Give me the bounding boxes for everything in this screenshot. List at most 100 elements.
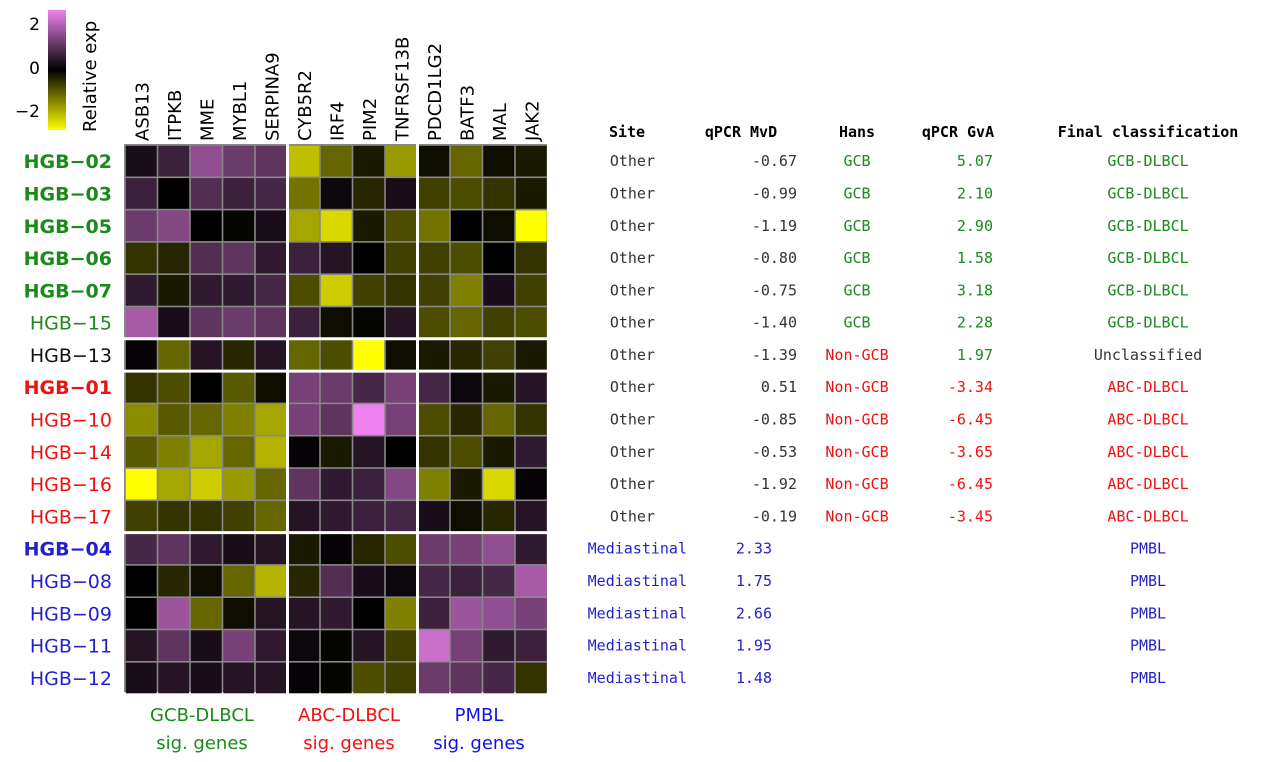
sample-label: HGB−08 — [30, 571, 112, 593]
heatmap-cell — [353, 662, 385, 694]
heatmap-cell — [255, 145, 287, 177]
heatmap-cell — [190, 468, 222, 500]
cell-hans: GCB — [843, 249, 870, 267]
table-row: Other -1.40 GCB 2.28 GCB-DLBCL — [610, 314, 1189, 332]
sample-label: HGB−03 — [24, 184, 112, 206]
heatmap-cell — [158, 501, 190, 532]
heatmap-cell — [320, 307, 352, 338]
heatmap-cell — [353, 598, 385, 629]
cell-qpcr-mvd: -1.39 — [752, 346, 797, 364]
heatmap-cell — [450, 339, 482, 371]
heatmap-cell — [483, 210, 515, 242]
heatmap-cell — [223, 662, 255, 694]
heatmap-cell — [158, 630, 190, 661]
cell-final-classification: ABC-DLBCL — [1107, 443, 1188, 461]
heatmap-cell — [515, 242, 547, 274]
heatmap-cell — [223, 242, 255, 274]
heatmap-cell — [515, 468, 547, 500]
cell-final-classification: GCB-DLBCL — [1107, 217, 1188, 235]
heatmap-cell — [483, 436, 515, 468]
sample-label: HGB−06 — [24, 248, 112, 270]
heatmap-cell — [418, 371, 450, 403]
heatmap-cell — [353, 275, 385, 306]
cell-qpcr-mvd: 1.75 — [736, 572, 772, 590]
heatmap-cell — [515, 178, 547, 209]
gene-label: BATF3 — [457, 85, 478, 141]
heatmap-cell — [353, 371, 385, 403]
heatmap-cell — [320, 339, 352, 371]
cell-qpcr-mvd: 0.51 — [761, 378, 797, 396]
table-row: Mediastinal 1.95 PMBL — [588, 637, 1166, 655]
heatmap-cell — [385, 630, 417, 661]
gene-group-abc-line1: ABC-DLBCL — [298, 705, 400, 726]
cell-hans: Non-GCB — [825, 346, 888, 364]
heatmap-cell — [288, 468, 320, 500]
cell-hans: Non-GCB — [825, 411, 888, 429]
heatmap-cell — [190, 598, 222, 629]
heatmap-cell — [125, 178, 157, 209]
heatmap-cell — [483, 662, 515, 694]
gene-label: TNFRSF13B — [392, 37, 413, 142]
heatmap-cell — [418, 565, 450, 597]
table-row: Mediastinal 2.66 PMBL — [588, 604, 1166, 622]
heatmap-cell — [255, 404, 287, 435]
sample-label: HGB−07 — [24, 280, 112, 302]
heatmap-cell — [483, 533, 515, 565]
heatmap-cell — [385, 145, 417, 177]
legend-tick-low: −2 — [15, 102, 40, 122]
gene-label: PIM2 — [360, 98, 381, 141]
cell-final-classification: PMBL — [1130, 637, 1166, 655]
heatmap-cell — [353, 565, 385, 597]
heatmap-cell — [190, 404, 222, 435]
heatmap-cell — [320, 178, 352, 209]
heatmap-cell — [418, 436, 450, 468]
cell-final-classification: ABC-DLBCL — [1107, 411, 1188, 429]
heatmap-cell — [450, 630, 482, 661]
heatmap-cell — [385, 598, 417, 629]
legend-tick-mid: 0 — [29, 59, 40, 79]
heatmap-cell — [385, 210, 417, 242]
classification-table: Other -0.67 GCB 5.07 GCB-DLBCL Other -0.99 GCB 2… — [588, 152, 1203, 687]
heatmap-cell — [418, 145, 450, 177]
heatmap-cell — [255, 371, 287, 403]
gene-label: MYBL1 — [230, 81, 251, 141]
gene-labels: ASB13 ITPKB MME MYBL1 SERPINA9 CYB5R2 IRF4 PIM2… — [132, 37, 543, 142]
header-qpcr-mvd: qPCR MvD — [705, 123, 777, 141]
heatmap-cell — [158, 533, 190, 565]
table-row: Mediastinal 1.75 PMBL — [588, 572, 1166, 590]
heatmap-cell — [125, 501, 157, 532]
cell-site: Other — [610, 314, 655, 332]
heatmap-cell — [418, 598, 450, 629]
heatmap-cell — [255, 339, 287, 371]
heatmap-cell — [418, 630, 450, 661]
heatmap-cell — [190, 178, 222, 209]
heatmap-cell — [320, 598, 352, 629]
heatmap-cell — [483, 339, 515, 371]
heatmap-cell — [450, 468, 482, 500]
heatmap-cell — [320, 436, 352, 468]
heatmap-cell — [353, 630, 385, 661]
cell-site: Other — [610, 152, 655, 170]
color-legend: 2 0 −2 Relative exp — [15, 10, 101, 132]
cell-site: Other — [610, 185, 655, 203]
heatmap-cell — [190, 565, 222, 597]
heatmap-cell — [125, 275, 157, 306]
heatmap-cell — [190, 662, 222, 694]
heatmap-cell — [483, 307, 515, 338]
heatmap-cell — [353, 145, 385, 177]
cell-final-classification: GCB-DLBCL — [1107, 152, 1188, 170]
cell-qpcr-mvd: -0.85 — [752, 411, 797, 429]
heatmap-cell — [450, 145, 482, 177]
table-header: Site qPCR MvD Hans qPCR GvA Final classi… — [609, 123, 1238, 141]
sample-label: HGB−17 — [30, 506, 112, 528]
legend-tick-high: 2 — [29, 15, 40, 35]
heatmap-cell — [353, 404, 385, 435]
gene-group-labels: GCB-DLBCL sig. genes ABC-DLBCL sig. gene… — [150, 705, 525, 754]
sample-label: HGB−10 — [30, 410, 112, 432]
heatmap-cell — [158, 598, 190, 629]
cell-hans: GCB — [843, 217, 870, 235]
heatmap-cell — [483, 242, 515, 274]
gene-group-gcb-line2: sig. genes — [156, 733, 248, 754]
cell-final-classification: Unclassified — [1094, 346, 1202, 364]
heatmap-cell — [288, 565, 320, 597]
